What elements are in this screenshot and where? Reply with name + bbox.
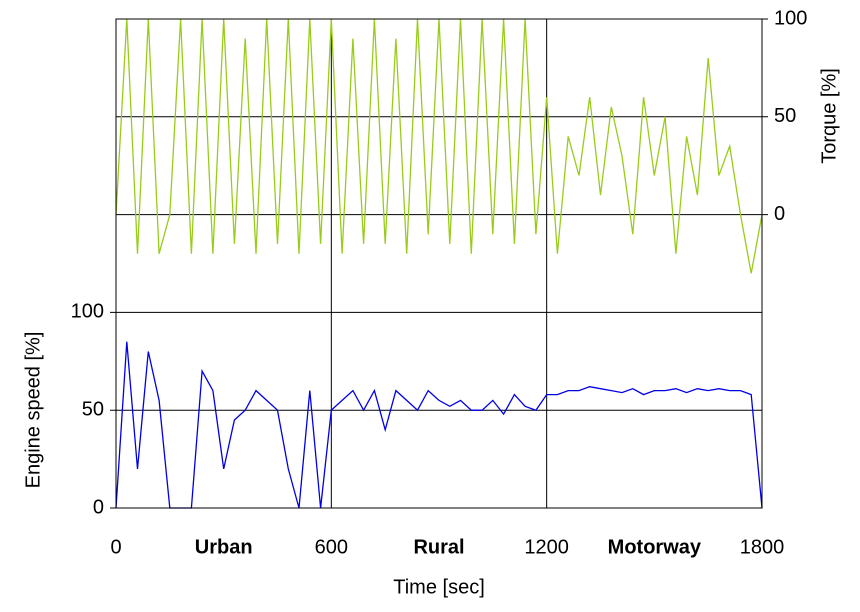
series-line — [115, 341, 763, 509]
y2-axis-label: Torque [%] — [818, 68, 840, 164]
phase-label: Motorway — [608, 536, 702, 558]
x-tick-label: 1200 — [524, 536, 569, 558]
y2-tick-label: 100 — [774, 7, 807, 29]
y-tick-label: 100 — [71, 301, 104, 323]
x-axis-label: Time [sec] — [393, 576, 485, 598]
x-tick-label: 600 — [315, 536, 348, 558]
x-tick-label: 0 — [110, 536, 121, 558]
y2-tick-label: 0 — [774, 203, 785, 225]
y-tick-label: 50 — [82, 398, 104, 420]
plot-frame — [115, 18, 763, 509]
y-tick-label: 0 — [93, 496, 104, 518]
x-tick-label: 1800 — [740, 536, 785, 558]
y-axis-label: Engine speed [%] — [22, 332, 44, 489]
phase-label: Rural — [413, 536, 464, 558]
series-line — [115, 18, 763, 274]
phase-label: Urban — [195, 536, 253, 558]
y2-tick-label: 50 — [774, 105, 796, 127]
